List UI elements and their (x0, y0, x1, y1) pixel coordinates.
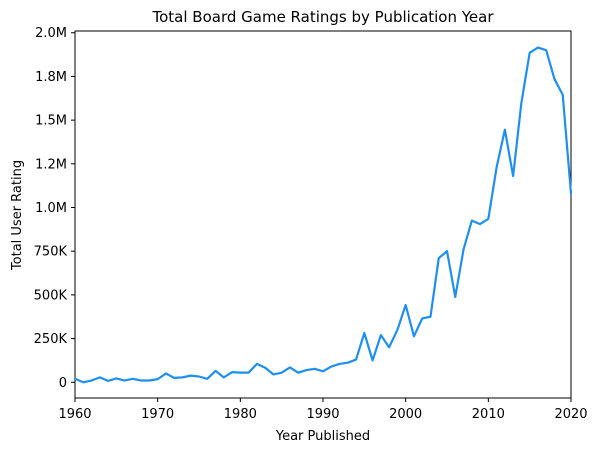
x-tick-label: 2020 (554, 407, 587, 422)
plot-area-frame (74, 30, 572, 399)
y-axis: 0 250K 500K 750K 1.0M 1.2M 1.5M 1.8M 2.0M (34, 26, 75, 391)
x-tick-label: 1980 (224, 407, 257, 422)
chart-title: Total Board Game Ratings by Publication … (151, 8, 494, 26)
series-line (73, 46, 573, 384)
y-tick-label: 1.8M (35, 70, 67, 85)
y-tick-label: 1.0M (35, 201, 67, 216)
x-tick-label: 1990 (306, 407, 339, 422)
y-tick-label: 0 (59, 376, 67, 391)
y-tick-label: 1.2M (35, 157, 67, 172)
x-tick-label: 1970 (141, 407, 174, 422)
x-tick-label: 2010 (472, 407, 505, 422)
y-tick-label: 1.5M (35, 114, 67, 129)
x-axis-title: Year Published (275, 429, 370, 444)
y-tick-label: 750K (34, 245, 68, 260)
x-axis: 1960 1970 1980 1990 2000 2010 2020 (58, 398, 588, 422)
series-layer (73, 46, 573, 384)
x-tick-label: 1960 (58, 407, 91, 422)
x-tick-label: 2000 (389, 407, 422, 422)
y-tick-label: 500K (34, 288, 68, 303)
y-axis-title: Total User Rating (10, 160, 25, 271)
y-tick-label: 250K (34, 332, 68, 347)
y-tick-label: 2.0M (35, 26, 67, 41)
